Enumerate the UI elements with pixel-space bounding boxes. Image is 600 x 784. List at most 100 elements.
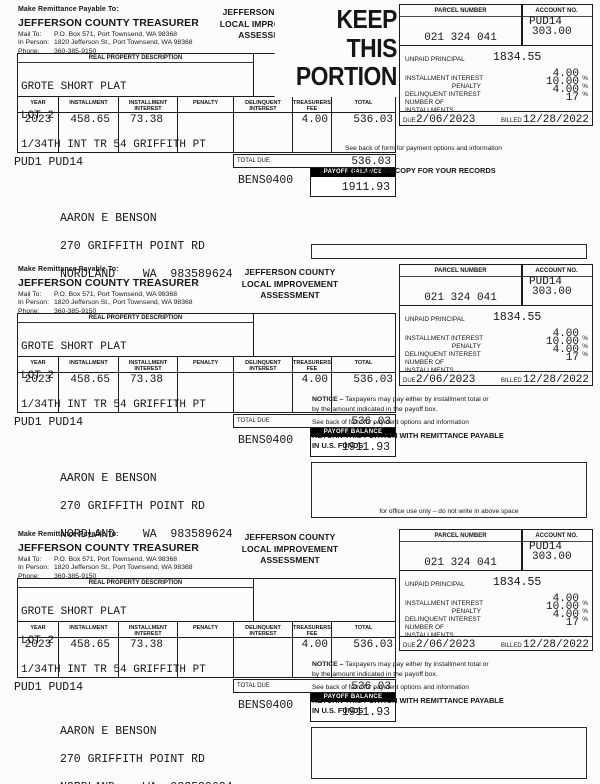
property-description-region: REAL PROPERTY DESCRIPTION GROTE SHORT PL… bbox=[17, 578, 396, 675]
payable-to-label: Make Remittance Payable To: bbox=[18, 531, 119, 538]
installment-cell: 458.65 bbox=[59, 638, 119, 677]
in-person-label: In Person: bbox=[18, 299, 49, 307]
phone-value: 360-385-9150 bbox=[54, 572, 97, 580]
penalty-cell bbox=[178, 373, 234, 412]
remit-to-block: Make Remittance Payable To: JEFFERSON CO… bbox=[18, 266, 238, 315]
percent-signs: % % % bbox=[582, 74, 588, 98]
phone-label: Phone: bbox=[18, 47, 40, 55]
penalty-cell bbox=[178, 113, 234, 152]
keep-this-portion-text: KEEP THIS PORTION bbox=[274, 5, 397, 97]
due-billed-row: DUE 2/06/2023 BILLED 12/28/2022 bbox=[400, 111, 592, 126]
property-description-lines: GROTE SHORT PLAT LOT 2 1/34TH INT TR 54 … bbox=[21, 341, 206, 411]
unpaid-principal-value: 1834.55 bbox=[493, 50, 542, 64]
phone-label: Phone: bbox=[18, 572, 40, 580]
delinquent-interest-cell bbox=[234, 373, 293, 412]
parcel-account-box: PARCEL NUMBER ACCOUNT NO. 021 324 041 PU… bbox=[399, 529, 593, 651]
delinquent-interest-cell bbox=[234, 638, 293, 677]
office-use-caption: for office use only – do not write in ab… bbox=[379, 508, 519, 515]
parcel-number-label: PARCEL NUMBER bbox=[434, 532, 487, 539]
payable-to-label: Make Remittance Payable To: bbox=[18, 6, 119, 13]
address-line2: NORDLAND WA 983589624 bbox=[60, 268, 233, 282]
phone-label: Phone: bbox=[18, 307, 40, 315]
mailing-address: AARON E BENSON 270 GRIFFITH POINT RD NOR… bbox=[60, 455, 233, 558]
return-portion-note: RETURN THIS PORTION WITH REMITTANCE PAYA… bbox=[312, 431, 504, 450]
mail-to-label: Mail To: bbox=[18, 555, 42, 563]
rate-values: 4.00 10.00 4.00 17 bbox=[545, 327, 579, 364]
mail-to-label: Mail To: bbox=[18, 290, 42, 298]
mail-to-label: Mail To: bbox=[18, 30, 42, 38]
property-description-header: REAL PROPERTY DESCRIPTION bbox=[18, 54, 253, 63]
account-code: BENS0400 bbox=[238, 174, 294, 187]
table-row: 2023 458.65 73.38 4.00 536.03 bbox=[17, 638, 396, 678]
notice-note: NOTICE – Taxpayers may pay either by ins… bbox=[312, 396, 489, 413]
remit-to-block: Make Remittance Payable To: JEFFERSON CO… bbox=[18, 6, 238, 55]
parcel-number-value: 021 324 041 bbox=[424, 557, 497, 569]
parcel-account-box: PARCEL NUMBER ACCOUNT NO. 021 324 041 PU… bbox=[399, 4, 593, 126]
treasurer-name: JEFFERSON COUNTY TREASURER bbox=[18, 277, 199, 289]
payoff-balance-label: PAYOFF BALANCE bbox=[311, 428, 395, 437]
assessment-heading: JEFFERSON COUNTY LOCAL IMPROVEMENT ASSES… bbox=[220, 267, 360, 302]
billed-label: BILLED bbox=[501, 118, 522, 124]
property-description-lines: GROTE SHORT PLAT LOT 2 1/34TH INT TR 54 … bbox=[21, 606, 206, 676]
in-person-value: 1820 Jefferson St., Port Townsend, WA 98… bbox=[54, 39, 193, 47]
table-header-row: YEAR INSTALLMENT INSTALLMENT INTEREST PE… bbox=[17, 96, 396, 113]
in-person-value: 1820 Jefferson St., Port Townsend, WA 98… bbox=[54, 299, 193, 307]
property-description-region: REAL PROPERTY DESCRIPTION GROTE SHORT PL… bbox=[17, 313, 396, 410]
payoff-balance-box: PAYOFF BALANCE 1911.93 bbox=[310, 427, 396, 457]
total-due-label: TOTAL DUE bbox=[237, 418, 270, 424]
due-label: DUE bbox=[403, 643, 416, 649]
parcel-account-box: PARCEL NUMBER ACCOUNT NO. 021 324 041 PU… bbox=[399, 264, 593, 386]
return-portion-note: RETURN THIS PORTION WITH REMITTANCE PAYA… bbox=[312, 696, 504, 715]
phone-value: 360-385-9150 bbox=[54, 307, 97, 315]
table-header-row: YEAR INSTALLMENT INSTALLMENT INTEREST PE… bbox=[17, 356, 396, 373]
heading-line2: LOCAL IMPROVEMENT bbox=[241, 278, 339, 289]
divider bbox=[400, 276, 592, 277]
heading-line3: ASSESSMENT bbox=[238, 30, 298, 40]
total-cell: 536.03 bbox=[353, 114, 393, 126]
parcel-number-value: 021 324 041 bbox=[424, 292, 497, 304]
parcel-number-label: PARCEL NUMBER bbox=[434, 267, 487, 274]
fund-codes: PUD1 PUD14 bbox=[14, 416, 84, 429]
total-cell: 536.03 bbox=[353, 639, 393, 651]
rate-values: 4.00 10.00 4.00 17 bbox=[545, 67, 579, 104]
total-due-value: 536.03 bbox=[351, 155, 391, 168]
addressee-name: AARON E BENSON bbox=[60, 724, 157, 738]
rate-values: 4.00 10.00 4.00 17 bbox=[545, 592, 579, 629]
account-code: BENS0400 bbox=[238, 434, 294, 447]
heading-line1: JEFFERSON COUNTY bbox=[244, 267, 336, 277]
total-cell: 536.03 bbox=[353, 374, 393, 386]
stub-keep-portion: Make Remittance Payable To: JEFFERSON CO… bbox=[0, 0, 600, 281]
see-back-note: See back of form for payment options and… bbox=[345, 145, 502, 152]
property-description-header: REAL PROPERTY DESCRIPTION bbox=[18, 579, 253, 588]
office-use-box: for office use only – do not write in ab… bbox=[311, 462, 587, 518]
remit-to-block: Make Remittance Payable To: JEFFERSON CO… bbox=[18, 531, 238, 580]
installment-cell: 458.65 bbox=[59, 113, 119, 152]
rate-labels: INSTALLMENT INTEREST PENALTY DELINQUENT … bbox=[405, 334, 484, 374]
stub-return-portion-2: Make Remittance Payable To: JEFFERSON CO… bbox=[0, 525, 600, 784]
assessment-table: YEAR INSTALLMENT INSTALLMENT INTEREST PE… bbox=[17, 621, 396, 678]
treasurers-fee-cell: 4.00 bbox=[293, 113, 332, 152]
property-description-header: REAL PROPERTY DESCRIPTION bbox=[18, 314, 253, 323]
addressee-name: AARON E BENSON bbox=[60, 211, 157, 225]
see-back-note: See back of form for payment options and… bbox=[312, 419, 469, 426]
total-due-label: TOTAL DUE bbox=[237, 158, 270, 164]
parcel-number-value: 021 324 041 bbox=[424, 32, 497, 44]
property-description-lines: GROTE SHORT PLAT LOT 2 1/34TH INT TR 54 … bbox=[21, 81, 206, 151]
rate-labels: INSTALLMENT INTEREST PENALTY DELINQUENT … bbox=[405, 74, 484, 114]
parcel-number-label: PARCEL NUMBER bbox=[434, 7, 487, 14]
total-due-value: 536.03 bbox=[351, 415, 391, 428]
installment-interest-cell: 73.38 bbox=[119, 113, 178, 152]
due-label: DUE bbox=[403, 118, 416, 124]
mailing-address: AARON E BENSON 270 GRIFFITH POINT RD NOR… bbox=[60, 708, 233, 784]
treasurers-fee-cell: 4.00 bbox=[293, 638, 332, 677]
office-use-box: for office use only – do not write in ab… bbox=[311, 727, 587, 779]
due-date: 2/06/2023 bbox=[416, 114, 476, 126]
address-line2: NORDLAND WA 983589624 bbox=[60, 528, 233, 542]
account-no-value: PUD14 303.00 bbox=[529, 16, 572, 38]
assessment-table: YEAR INSTALLMENT INSTALLMENT INTEREST PE… bbox=[17, 356, 396, 413]
account-no-label: ACCOUNT NO. bbox=[535, 532, 578, 539]
billed-date: 12/28/2022 bbox=[523, 114, 590, 126]
due-label: DUE bbox=[403, 378, 416, 384]
due-billed-row: DUE 2/06/2023 BILLED 12/28/2022 bbox=[400, 371, 592, 386]
